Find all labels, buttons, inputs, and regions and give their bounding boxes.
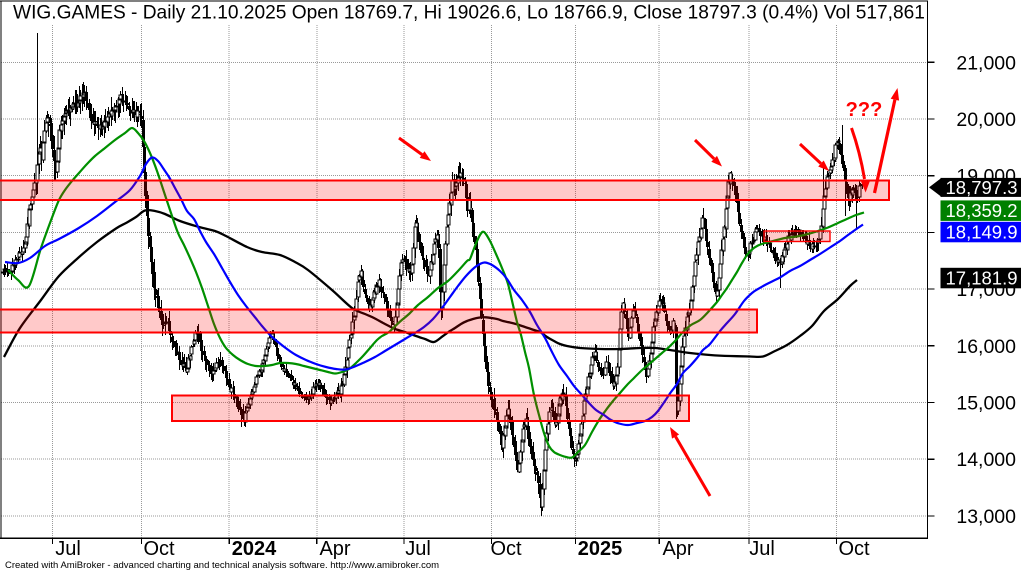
svg-text:21,000: 21,000: [956, 52, 1016, 74]
svg-text:Jul: Jul: [749, 538, 775, 560]
svg-text:Created with AmiBroker - advan: Created with AmiBroker - advanced charti…: [5, 560, 439, 571]
svg-text:14,000: 14,000: [956, 449, 1016, 471]
svg-text:18,149.9: 18,149.9: [946, 222, 1018, 243]
svg-text:20,000: 20,000: [956, 109, 1016, 131]
svg-text:Oct: Oct: [838, 538, 870, 560]
svg-text:2024: 2024: [232, 538, 277, 560]
svg-text:17,181.9: 17,181.9: [946, 268, 1018, 289]
svg-text:13,000: 13,000: [956, 506, 1016, 528]
svg-text:2025: 2025: [578, 538, 623, 560]
svg-text:Apr: Apr: [662, 538, 693, 560]
svg-text:WIG.GAMES - Daily 21.10.2025 O: WIG.GAMES - Daily 21.10.2025 Open 18769.…: [13, 3, 925, 24]
svg-text:???: ???: [846, 99, 883, 121]
svg-text:Jul: Jul: [55, 538, 81, 560]
svg-text:Oct: Oct: [143, 538, 175, 560]
svg-text:Oct: Oct: [490, 538, 522, 560]
svg-text:Jul: Jul: [405, 538, 431, 560]
svg-text:15,000: 15,000: [956, 393, 1016, 415]
svg-text:18,797.3: 18,797.3: [946, 177, 1018, 198]
svg-text:18,359.2: 18,359.2: [946, 200, 1018, 221]
svg-text:Apr: Apr: [319, 538, 350, 560]
svg-text:16,000: 16,000: [956, 336, 1016, 358]
